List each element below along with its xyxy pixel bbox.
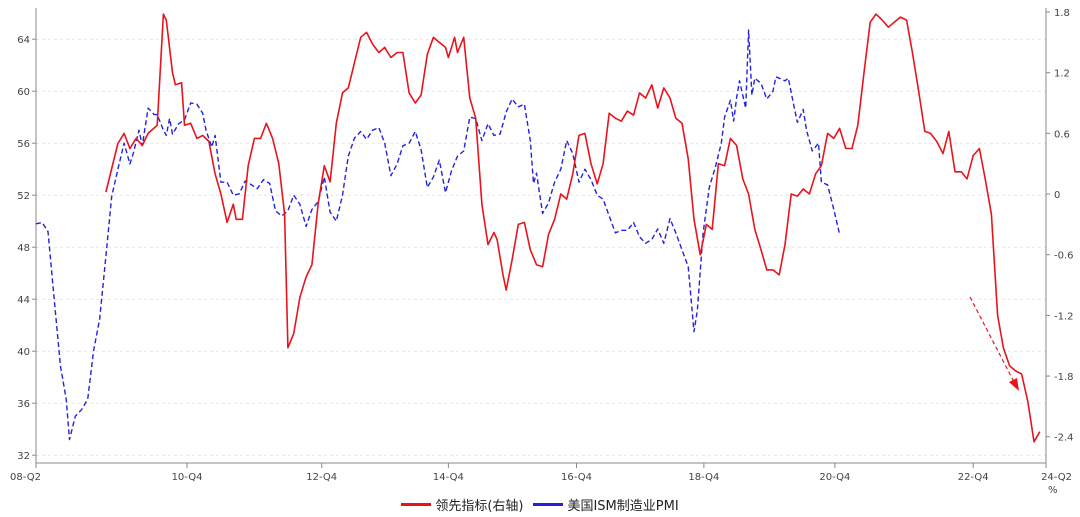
axes [35, 8, 1047, 464]
right-axis-ticks: -2.4 -1.8 -1.2 -0.6 0 0.6 1.2 1.8 [1046, 8, 1074, 444]
left-axis-ticks: 32 36 40 44 48 52 56 60 64 [17, 35, 36, 462]
trend-arrow [969, 296, 1019, 391]
right-tick-label: -0.6 [1054, 251, 1074, 262]
left-tick-label: 64 [17, 35, 30, 46]
x-tick-label: 22-Q4 [958, 472, 989, 483]
ism-pmi-line [35, 29, 841, 441]
legend-item-ism-pmi: 美国ISM制造业PMI [533, 495, 679, 514]
x-axis-ticks: 08-Q2 10-Q4 12-Q4 14-Q4 16-Q4 18-Q4 20-Q4 22-Q4… [10, 463, 1072, 483]
left-tick-label: 60 [17, 87, 30, 98]
legend-label: 美国ISM制造业PMI [567, 498, 679, 514]
x-tick-label: 08-Q2 [10, 472, 41, 483]
x-tick-label: 14-Q4 [433, 472, 464, 483]
right-tick-label: 0.6 [1054, 129, 1070, 140]
right-axis-unit: % [1048, 485, 1058, 496]
legend: 领先指标(右轴) 美国ISM制造业PMI [0, 494, 1080, 514]
legend-item-leading-indicator: 领先指标(右轴) [401, 495, 523, 514]
left-tick-label: 40 [17, 347, 30, 358]
series-lines [35, 13, 1041, 443]
legend-swatch-blue [533, 502, 564, 506]
x-tick-label: 10-Q4 [172, 472, 203, 483]
x-tick-label: 24-Q2 [1041, 472, 1072, 483]
left-tick-label: 32 [17, 451, 30, 462]
x-tick-label: 16-Q4 [561, 472, 592, 483]
leading-indicator-line [105, 13, 1041, 443]
legend-swatch-red [401, 502, 432, 506]
right-tick-label: 1.8 [1054, 8, 1070, 19]
x-tick-label: 18-Q4 [688, 472, 719, 483]
left-tick-label: 52 [17, 191, 30, 202]
grid-lines [36, 38, 1046, 456]
right-tick-label: 0 [1054, 190, 1060, 201]
x-tick-label: 12-Q4 [306, 472, 337, 483]
left-tick-label: 36 [17, 399, 30, 410]
right-tick-label: -1.2 [1054, 311, 1074, 322]
legend-label: 领先指标(右轴) [435, 498, 524, 514]
right-tick-label: -1.8 [1054, 372, 1074, 383]
left-tick-label: 44 [17, 295, 30, 306]
right-tick-label: 1.2 [1054, 69, 1070, 80]
left-tick-label: 48 [17, 243, 30, 254]
right-tick-label: -2.4 [1054, 433, 1074, 444]
left-tick-label: 56 [17, 139, 30, 150]
x-tick-label: 20-Q4 [819, 472, 850, 483]
